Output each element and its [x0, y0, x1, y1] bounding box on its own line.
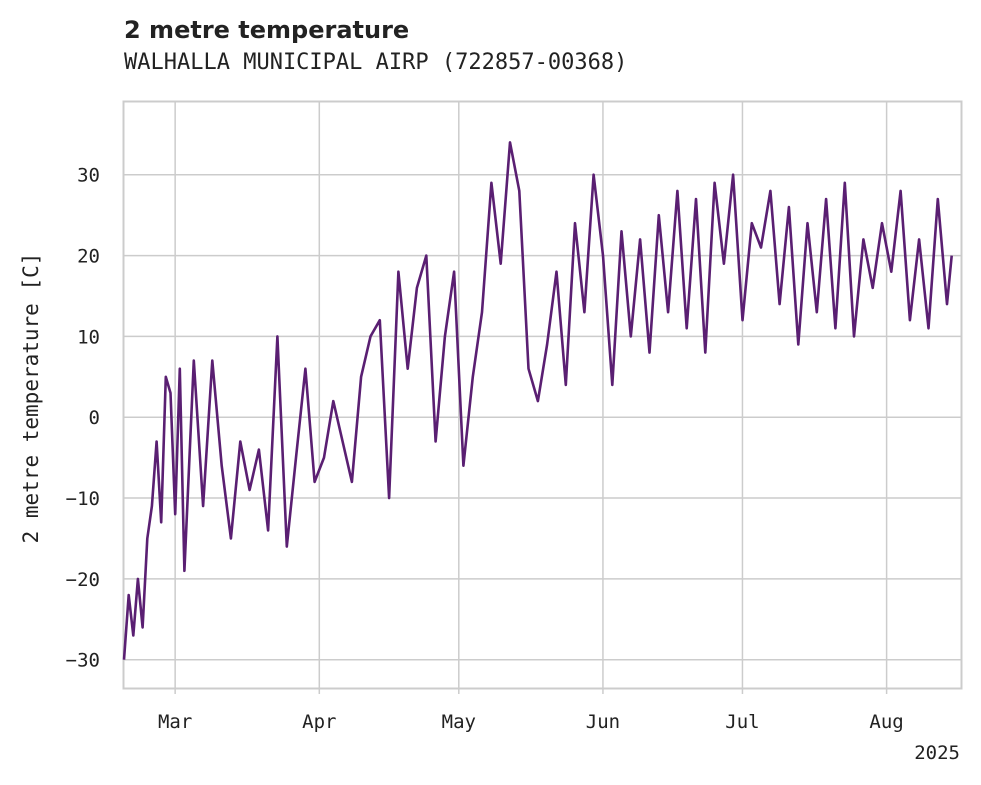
y-tick-label: 30 [77, 165, 100, 187]
chart-subtitle: WALHALLA MUNICIPAL AIRP (722857-00368) [124, 50, 628, 75]
x-tick-label: Jun [586, 711, 620, 733]
y-axis-ticks: 30 20 10 0 −10 −20 −30 [66, 165, 100, 672]
series-group [122, 141, 953, 660]
y-axis-label: 2 metre temperature [C] [19, 253, 43, 544]
y-tick-label: −20 [66, 569, 100, 591]
x-tick-label: Mar [158, 711, 192, 733]
x-axis-year-label: 2025 [914, 742, 960, 764]
x-tick-label: Apr [302, 711, 336, 733]
y-tick-label: 10 [77, 326, 100, 348]
temperature-series-line [122, 141, 953, 660]
y-tick-label: −10 [66, 488, 100, 510]
chart-title: 2 metre temperature [124, 16, 410, 44]
plot-frame [122, 100, 963, 690]
y-tick-label: 0 [89, 407, 100, 429]
grid-lines [124, 102, 961, 688]
x-axis-ticks: Mar Apr May Jun Jul Aug [158, 688, 904, 733]
x-tick-label: Aug [869, 711, 903, 733]
x-tick-label: May [442, 711, 476, 733]
x-tick-label: Jul [725, 711, 759, 733]
y-tick-label: −30 [66, 650, 100, 672]
y-tick-label: 20 [77, 246, 100, 268]
